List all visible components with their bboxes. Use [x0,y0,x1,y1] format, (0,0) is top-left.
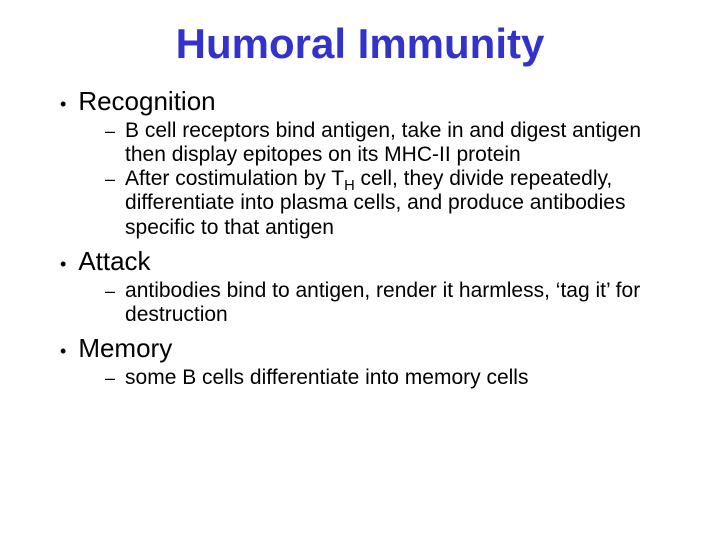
outline-list: • Recognition – B cell receptors bind an… [50,86,670,390]
list-item: – some B cells differentiate into memory… [105,366,670,390]
subitems-memory: – some B cells differentiate into memory… [50,366,670,390]
section-recognition: • Recognition – B cell receptors bind an… [50,86,670,240]
slide-title: Humoral Immunity [50,20,670,68]
section-heading: Attack [78,246,150,277]
section-attack: • Attack – antibodies bind to antigen, r… [50,246,670,327]
subitems-recognition: – B cell receptors bind antigen, take in… [50,119,670,240]
subitems-attack: – antibodies bind to antigen, render it … [50,279,670,327]
section-memory: • Memory – some B cells differentiate in… [50,333,670,390]
item-text: After costimulation by TH cell, they div… [125,167,670,239]
bullet-icon: • [60,255,66,273]
list-item: – antibodies bind to antigen, render it … [105,279,670,327]
dash-icon: – [105,168,115,191]
item-text: B cell receptors bind antigen, take in a… [125,119,670,167]
dash-icon: – [105,367,115,390]
list-item: – After costimulation by TH cell, they d… [105,167,670,239]
item-text: antibodies bind to antigen, render it ha… [125,279,670,327]
bullet-icon: • [60,95,66,113]
dash-icon: – [105,120,115,143]
section-heading: Recognition [78,86,215,117]
item-text: some B cells differentiate into memory c… [125,366,528,390]
bullet-icon: • [60,342,66,360]
section-heading: Memory [78,333,172,364]
dash-icon: – [105,280,115,303]
list-item: – B cell receptors bind antigen, take in… [105,119,670,167]
